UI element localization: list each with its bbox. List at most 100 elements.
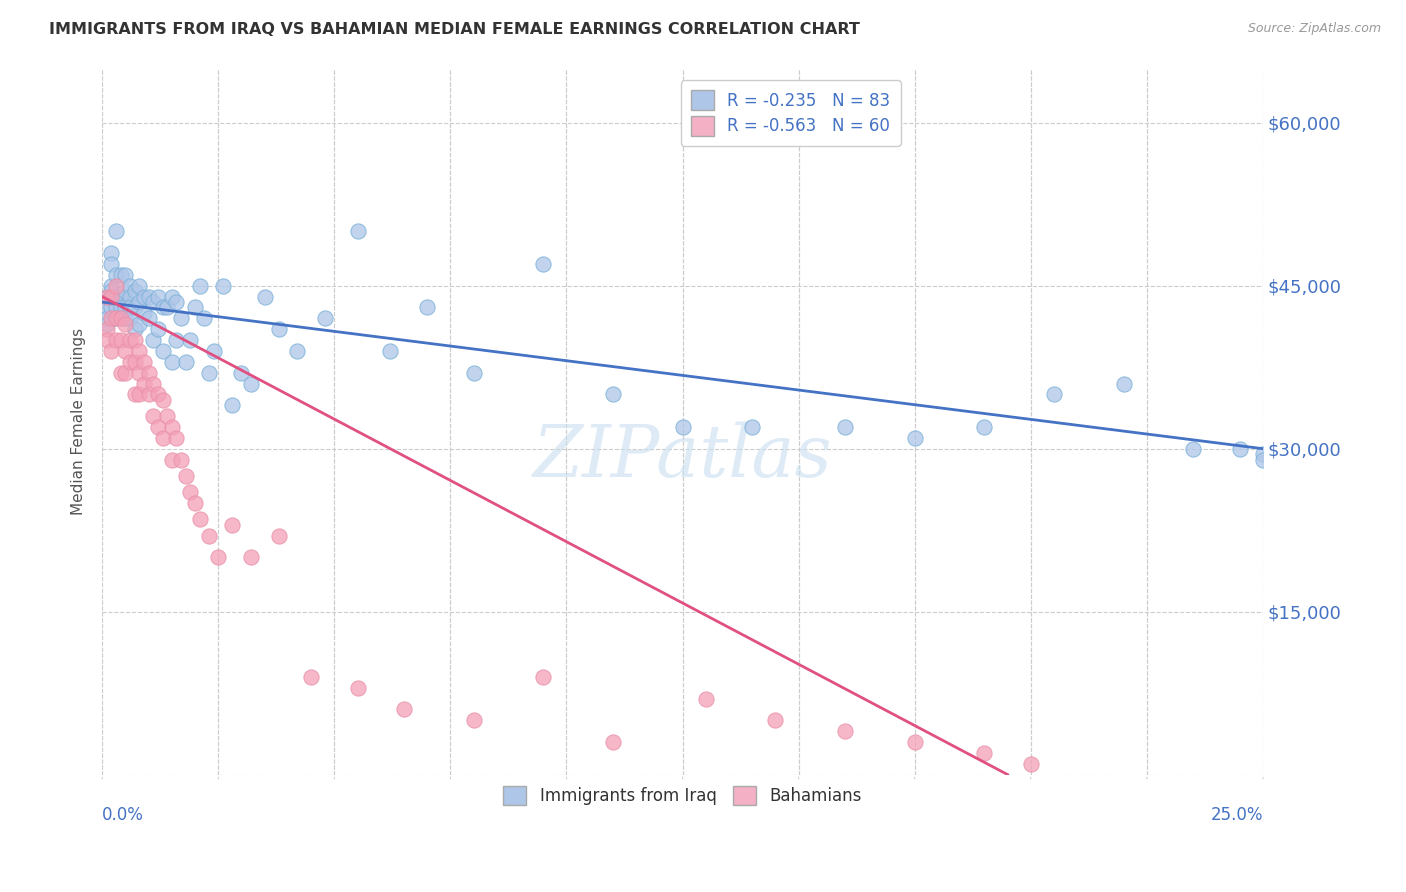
Point — [973, 420, 995, 434]
Point — [120, 278, 142, 293]
Text: ZIPatlas: ZIPatlas — [533, 422, 832, 492]
Point — [392, 702, 415, 716]
Point — [160, 420, 183, 434]
Point — [152, 343, 174, 358]
Point — [671, 420, 693, 434]
Point — [105, 333, 128, 347]
Point — [105, 311, 128, 326]
Point — [124, 355, 146, 369]
Point — [120, 311, 142, 326]
Point — [198, 528, 221, 542]
Point — [120, 301, 142, 315]
Point — [285, 343, 308, 358]
Point — [132, 355, 155, 369]
Point — [1019, 756, 1042, 771]
Point — [124, 284, 146, 298]
Point — [96, 317, 118, 331]
Point — [132, 290, 155, 304]
Point — [166, 431, 188, 445]
Point — [100, 311, 122, 326]
Point — [156, 409, 179, 423]
Point — [463, 713, 485, 727]
Point — [96, 290, 118, 304]
Point — [110, 366, 132, 380]
Point — [120, 290, 142, 304]
Point — [105, 301, 128, 315]
Point — [253, 290, 276, 304]
Point — [531, 670, 554, 684]
Point — [96, 290, 118, 304]
Point — [152, 392, 174, 407]
Point — [1043, 387, 1066, 401]
Point — [174, 468, 197, 483]
Point — [110, 311, 132, 326]
Point — [138, 311, 160, 326]
Point — [100, 284, 122, 298]
Point — [152, 431, 174, 445]
Point — [105, 311, 128, 326]
Point — [105, 268, 128, 282]
Point — [146, 290, 169, 304]
Point — [160, 290, 183, 304]
Point — [114, 366, 136, 380]
Point — [188, 512, 211, 526]
Point — [174, 355, 197, 369]
Point — [100, 290, 122, 304]
Point — [156, 301, 179, 315]
Point — [146, 420, 169, 434]
Point — [904, 735, 927, 749]
Point — [114, 301, 136, 315]
Point — [179, 333, 201, 347]
Point — [346, 224, 368, 238]
Point — [110, 290, 132, 304]
Point — [132, 306, 155, 320]
Point — [110, 311, 132, 326]
Point — [114, 317, 136, 331]
Point — [184, 301, 207, 315]
Point — [100, 246, 122, 260]
Point — [160, 452, 183, 467]
Point — [128, 387, 150, 401]
Point — [96, 301, 118, 315]
Point — [138, 387, 160, 401]
Point — [188, 278, 211, 293]
Point — [124, 387, 146, 401]
Point — [110, 333, 132, 347]
Point — [198, 366, 221, 380]
Point — [152, 301, 174, 315]
Point — [463, 366, 485, 380]
Point — [96, 322, 118, 336]
Point — [120, 333, 142, 347]
Point — [695, 691, 717, 706]
Text: Source: ZipAtlas.com: Source: ZipAtlas.com — [1247, 22, 1381, 36]
Point — [96, 311, 118, 326]
Point — [114, 284, 136, 298]
Text: IMMIGRANTS FROM IRAQ VS BAHAMIAN MEDIAN FEMALE EARNINGS CORRELATION CHART: IMMIGRANTS FROM IRAQ VS BAHAMIAN MEDIAN … — [49, 22, 860, 37]
Point — [1251, 447, 1274, 461]
Point — [124, 322, 146, 336]
Point — [202, 343, 225, 358]
Y-axis label: Median Female Earnings: Median Female Earnings — [72, 328, 86, 515]
Text: 0.0%: 0.0% — [103, 806, 143, 824]
Point — [904, 431, 927, 445]
Point — [124, 301, 146, 315]
Point — [110, 301, 132, 315]
Point — [179, 485, 201, 500]
Point — [138, 290, 160, 304]
Point — [170, 452, 193, 467]
Point — [267, 322, 290, 336]
Point — [1251, 452, 1274, 467]
Point — [239, 550, 262, 565]
Point — [221, 398, 243, 412]
Point — [416, 301, 439, 315]
Point — [602, 735, 624, 749]
Legend: Immigrants from Iraq, Bahamians: Immigrants from Iraq, Bahamians — [496, 780, 869, 812]
Point — [170, 311, 193, 326]
Point — [114, 268, 136, 282]
Point — [142, 295, 165, 310]
Point — [105, 290, 128, 304]
Point — [124, 333, 146, 347]
Point — [96, 333, 118, 347]
Point — [314, 311, 336, 326]
Point — [100, 257, 122, 271]
